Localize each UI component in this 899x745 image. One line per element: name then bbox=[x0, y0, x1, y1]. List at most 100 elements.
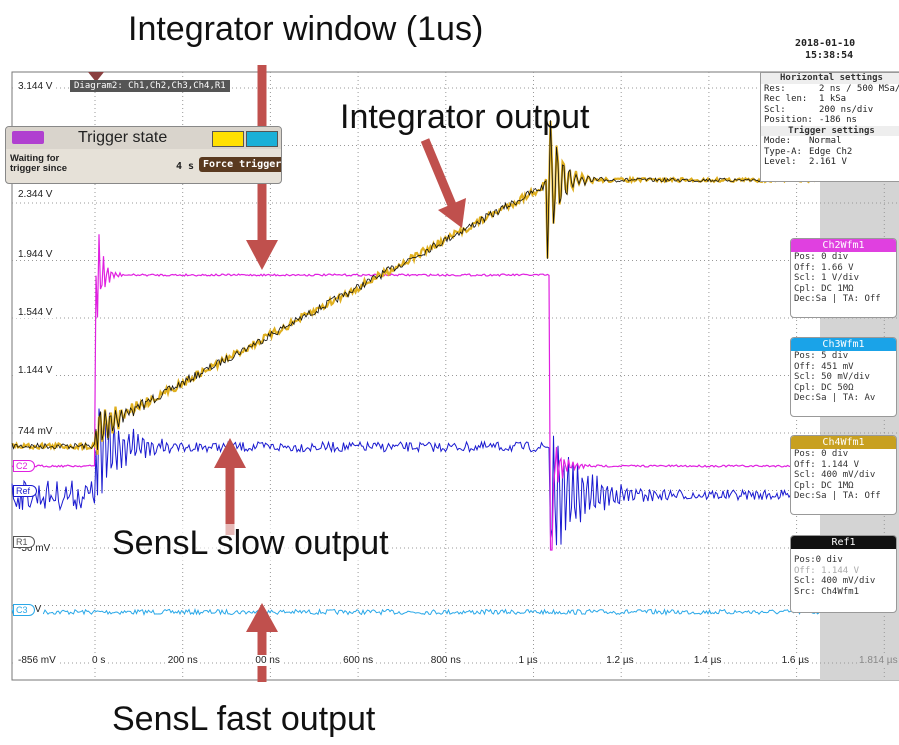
arrow-head bbox=[214, 438, 246, 468]
x-axis-label: 600 ns bbox=[341, 655, 376, 666]
setting-name: Mode: bbox=[764, 136, 792, 146]
y-axis-label: -856 mV bbox=[16, 655, 58, 666]
channel-setting: Dec:Sa | TA: Av bbox=[794, 393, 876, 403]
channel-title: Ch3Wfm1 bbox=[791, 338, 896, 351]
settings-row: Type-A: Edge Ch2 bbox=[761, 147, 899, 158]
channel-marker: Ref bbox=[13, 485, 38, 497]
setting-name: Level: bbox=[764, 157, 797, 167]
annotation: Integrator window (1us) bbox=[128, 10, 484, 48]
channel-setting: Dec:Sa | TA: Off bbox=[794, 491, 881, 501]
y-axis-label: -56 mV bbox=[16, 543, 53, 554]
elapsed: 4 s bbox=[176, 161, 195, 172]
setting-value: Normal bbox=[809, 136, 842, 146]
y-axis-label: 3.144 V bbox=[16, 81, 55, 92]
button[interactable] bbox=[246, 131, 278, 147]
channel-panel: Ref1 Pos:0 div Off: 1.144 V Scl: 400 mV/div… bbox=[790, 535, 897, 613]
channel-setting: Pos: 0 div bbox=[794, 252, 849, 262]
settings-row: Res: 2 ns / 500 MSa/s bbox=[761, 84, 899, 95]
channel-setting: Scl: 400 mV/div bbox=[794, 470, 876, 480]
x-axis-label: 800 ns bbox=[428, 655, 463, 666]
arrow-head bbox=[246, 603, 278, 632]
setting-value: Edge Ch2 bbox=[809, 146, 853, 157]
time: 15:38:54 bbox=[805, 50, 854, 61]
force-trigger-button[interactable]: Force trigger bbox=[199, 157, 281, 172]
y-axis-label: 2.344 V bbox=[16, 189, 55, 200]
waveform bbox=[11, 120, 820, 455]
setting-name: Position: bbox=[764, 115, 813, 125]
settings-row: Position: -186 ns bbox=[761, 115, 899, 126]
channel-title: Ref1 bbox=[791, 536, 896, 549]
channel-setting: Cpl: DC 1MΩ bbox=[794, 480, 854, 491]
y-axis-label: 1.944 V bbox=[16, 249, 55, 260]
panel-title: Trigger state bbox=[78, 129, 168, 146]
setting-value: 1 kSa bbox=[819, 94, 847, 104]
channel-setting: Off: 1.144 V bbox=[794, 565, 860, 576]
setting-name: Rec len: bbox=[764, 94, 808, 104]
channel-setting: Off: 1.66 V bbox=[794, 262, 854, 273]
waveform bbox=[11, 120, 820, 451]
settings-panel: Horizontal settings Res: 2 ns / 500 MSa/s R… bbox=[760, 72, 899, 182]
channel-marker: C2 bbox=[13, 460, 35, 472]
setting-name: Scl: bbox=[764, 104, 786, 115]
setting-value: 2.161 V bbox=[809, 157, 847, 167]
channel-setting: Pos: 0 div bbox=[794, 449, 849, 459]
button[interactable] bbox=[212, 131, 244, 147]
setting-name: Res: bbox=[764, 83, 786, 94]
channel-title: Ch2Wfm1 bbox=[791, 239, 896, 252]
channel-marker: R1 bbox=[13, 536, 35, 548]
annotation: Integrator output bbox=[340, 98, 590, 136]
y-axis-label: 1.144 V bbox=[16, 365, 55, 376]
annotation: SensL slow output bbox=[112, 524, 389, 563]
settings-row: Rec len: 1 kSa bbox=[761, 94, 899, 105]
settings-row: Scl: 200 ns/div bbox=[761, 105, 899, 116]
panel-title: Horizontal settings bbox=[761, 73, 899, 84]
trigger-position-marker bbox=[88, 72, 104, 82]
x-axis-label: 0 s bbox=[90, 655, 108, 666]
panel-title: Trigger settings bbox=[761, 125, 899, 136]
channel-title: Ch4Wfm1 bbox=[791, 436, 896, 449]
settings-row: Level: 2.161 V bbox=[761, 157, 899, 168]
channel-setting: Dec:Sa | TA: Off bbox=[794, 294, 881, 304]
channel-setting: Scl: 50 mV/div bbox=[794, 372, 870, 382]
channel-setting: Scl: 1 V/div bbox=[794, 273, 860, 283]
channel-panel: Ch4Wfm1 Pos: 0 div Off: 1.144 V Scl: 400 mV… bbox=[790, 435, 897, 515]
x-axis-label: 1.6 µs bbox=[779, 655, 812, 666]
annotation: SensL fast output bbox=[112, 700, 376, 738]
arrow-head bbox=[438, 198, 466, 228]
arrow bbox=[420, 138, 457, 207]
waveform bbox=[11, 608, 820, 617]
channel-setting: Cpl: DC 50Ω bbox=[794, 382, 854, 393]
channel-setting: Scl: 400 mV/div bbox=[794, 576, 876, 586]
settings-row: Mode: Normal bbox=[761, 136, 899, 147]
x-axis-label: 1.4 µs bbox=[691, 655, 724, 666]
channel-setting: Off: 451 mV bbox=[794, 361, 854, 372]
y-axis-label: 744 mV bbox=[16, 426, 55, 437]
channel-setting: Src: Ch4Wfm1 bbox=[794, 586, 860, 597]
channel-setting: Cpl: DC 1MΩ bbox=[794, 283, 854, 294]
waveform bbox=[11, 234, 820, 551]
channel-setting: Off: 1.144 V bbox=[794, 459, 860, 470]
waveforms bbox=[11, 120, 820, 617]
y-axis-label: 1.544 V bbox=[16, 307, 55, 318]
waveform bbox=[11, 408, 820, 546]
setting-value: 200 ns/div bbox=[819, 104, 874, 115]
date: 2018-01-10 bbox=[795, 38, 856, 49]
status: Waiting for trigger since bbox=[10, 153, 68, 174]
channel-panel: Ch2Wfm1 Pos: 0 div Off: 1.66 V Scl: 1 V/div… bbox=[790, 238, 897, 318]
x-axis-label: 1 µs bbox=[516, 655, 540, 666]
channel-marker: C3 bbox=[13, 604, 35, 616]
x-axis-label: 00 ns bbox=[253, 655, 282, 666]
x-axis-label: 200 ns bbox=[165, 655, 200, 666]
setting-value: -186 ns bbox=[819, 115, 857, 125]
diagram-title: Diagram2: Ch1,Ch2,Ch3,Ch4,R1 bbox=[70, 80, 230, 92]
channel-setting: Pos: 5 div bbox=[794, 351, 849, 361]
setting-name: Type-A: bbox=[764, 146, 802, 157]
channel-panel: Ch3Wfm1 Pos: 5 div Off: 451 mV Scl: 50 mV/d… bbox=[790, 337, 897, 417]
icon bbox=[12, 131, 44, 144]
x-axis-label: 1.2 µs bbox=[604, 655, 636, 666]
trigger-state-panel: Trigger state Waiting for trigger since … bbox=[5, 126, 282, 184]
arrow-head bbox=[246, 240, 278, 270]
x-axis-label: 1.814 µs bbox=[857, 655, 899, 666]
channel-setting: Pos:0 div bbox=[794, 555, 843, 565]
